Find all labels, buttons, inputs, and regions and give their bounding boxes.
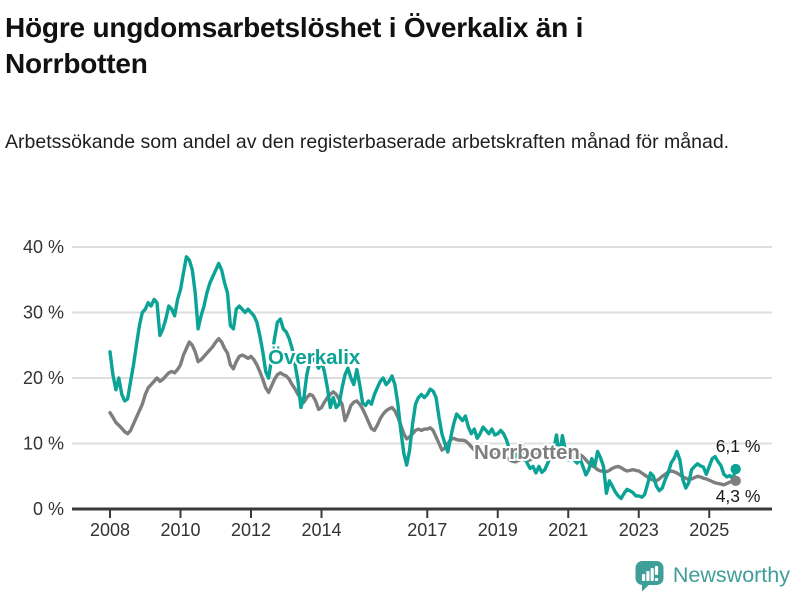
x-axis-label: 2025	[689, 520, 729, 540]
y-axis-label: 20 %	[23, 368, 64, 388]
x-axis-label: 2019	[478, 520, 518, 540]
end-value-label-overkalix: 6,1 %	[716, 436, 761, 456]
chart-title: Högre ungdomsarbetslöshet i Överkalix än…	[5, 12, 584, 79]
end-dot-overkalix	[730, 463, 741, 475]
x-axis-label: 2008	[90, 520, 130, 540]
x-axis-label: 2017	[407, 520, 447, 540]
newsworthy-wordmark: Newsworthy	[672, 562, 790, 587]
x-axis-label: 2010	[160, 520, 200, 540]
y-axis-label: 30 %	[23, 303, 64, 323]
end-dot-norrbotten	[730, 475, 741, 487]
series-label-norrbotten: Norrbotten	[474, 441, 580, 464]
series-label-overkalix: Överkalix	[268, 346, 361, 369]
y-axis-label: 0 %	[33, 499, 64, 519]
series-line-overkalix	[108, 255, 738, 501]
newsworthy-icon	[635, 560, 664, 591]
y-axis-label: 10 %	[23, 434, 64, 454]
y-axis-label: 40 %	[23, 237, 64, 257]
x-axis-label: 2023	[619, 520, 659, 540]
end-value-label-norrbotten: 4,3 %	[716, 486, 761, 506]
x-axis-label: 2021	[548, 520, 588, 540]
series-line-norrbotten	[108, 337, 738, 487]
x-axis-label: 2012	[231, 520, 271, 540]
x-axis-label: 2014	[301, 520, 341, 540]
newsworthy-logo[interactable]: Newsworthy	[634, 558, 790, 592]
chart-subtitle: Arbetssökande som andel av den registerb…	[5, 131, 730, 153]
